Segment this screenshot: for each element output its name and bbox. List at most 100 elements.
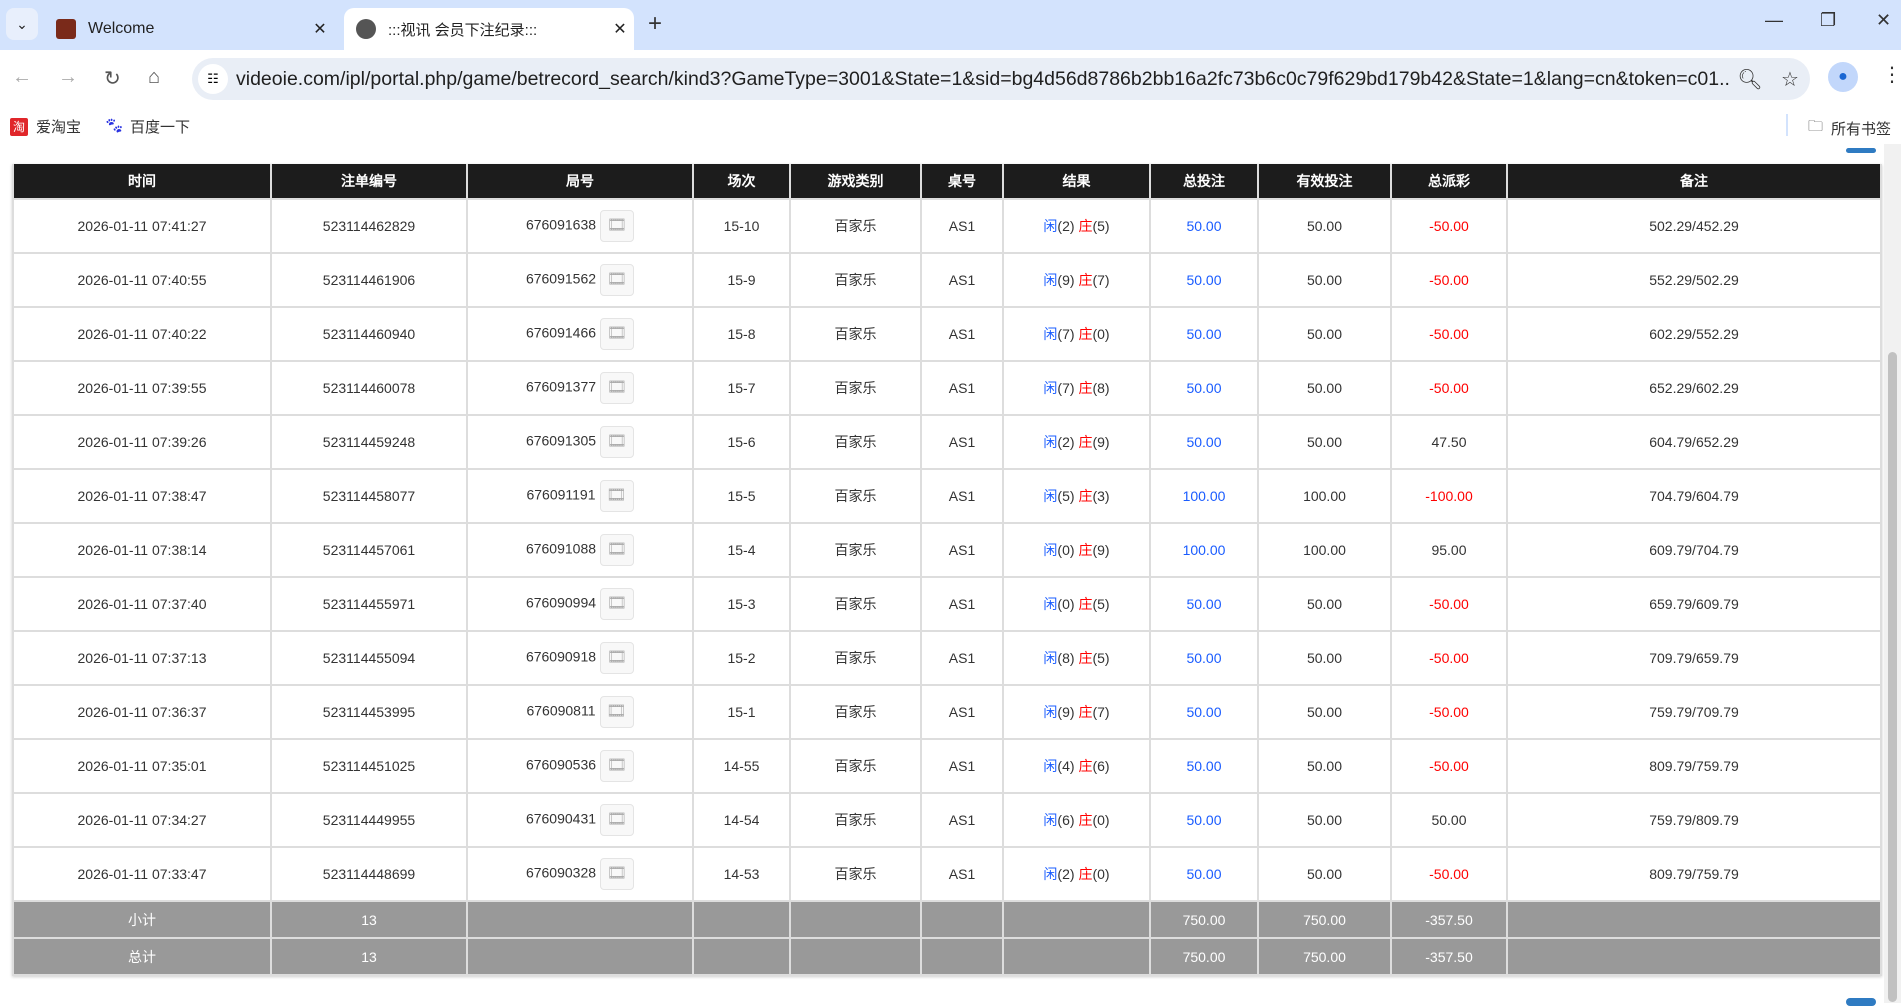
table-number-cell: AS1 [920,522,1004,578]
video-replay-icon[interactable]: 🎞︎ [600,534,635,566]
note-cell-text: 759.79/709.79 [1649,704,1739,720]
valid-bet-cell: 50.00 [1257,846,1392,902]
video-replay-icon[interactable]: 🎞︎ [600,588,635,620]
column-header: 备注 [1506,164,1882,200]
tab-search-button[interactable]: ⌄ [6,8,38,40]
video-replay-icon[interactable]: 🎞︎ [600,804,635,836]
shoe-cell-text: 15-6 [727,434,756,450]
round-cell: 676090918 🎞︎ [466,630,694,686]
bookmark-aitaobao[interactable]: 淘 爱淘宝 [10,116,81,137]
total-label: 总计 [12,937,272,976]
note-cell: 652.29/602.29 [1506,360,1882,416]
payout-cell-text: -100.00 [1425,488,1473,504]
tab-welcome[interactable]: Welcome ✕ [44,8,334,50]
valid-bet-cell-text: 50.00 [1306,272,1343,288]
site-info-icon[interactable]: ☷ [198,64,228,94]
banker-score: (8) [1092,380,1110,396]
round-cell: 676090536 🎞︎ [466,738,694,794]
address-bar[interactable]: ☷ videoie.com/ipl/portal.php/game/betrec… [192,58,1810,100]
video-replay-icon[interactable]: 🎞︎ [600,318,635,350]
reload-button[interactable]: ↻ [104,68,121,90]
result-cell: 闲(7) 庄(0) [1002,306,1151,362]
subtotal-count: 13 [270,900,468,939]
shoe-cell-text: 15-3 [727,596,756,612]
round-cell: 676091305 🎞︎ [466,414,694,470]
video-replay-icon[interactable]: 🎞︎ [600,858,635,890]
menu-icon[interactable]: ⋮ [1882,64,1901,86]
game-type-cell-text: 百家乐 [834,758,877,774]
tab-bet-record[interactable]: :::视讯 会员下注纪录::: ✕ [344,8,634,50]
video-replay-icon[interactable]: 🎞︎ [600,210,635,242]
video-replay-icon[interactable]: 🎞︎ [600,372,635,404]
close-tab-icon[interactable]: ✕ [313,21,327,38]
video-replay-icon[interactable]: 🎞︎ [600,426,635,458]
round-number: 676091305 [525,432,597,449]
table-header: 时间 注单编号 局号 场次 游戏类别 桌号 结果 总投注 有效投注 总派彩 备注 [12,164,1882,200]
payout-cell-text: -50.00 [1429,596,1469,612]
video-replay-icon[interactable]: 🎞︎ [599,696,634,728]
close-tab-icon[interactable]: ✕ [613,21,627,38]
back-button[interactable]: ← [12,66,32,88]
game-type-cell-text: 百家乐 [834,380,877,396]
video-replay-icon[interactable]: 🎞︎ [599,480,634,512]
new-tab-button[interactable]: + [648,10,663,37]
round-number: 676091638 [525,216,597,233]
note-cell: 602.29/552.29 [1506,306,1882,362]
valid-bet-cell-text: 50.00 [1306,218,1343,234]
player-label: 闲 [1043,434,1058,450]
result-cell: 闲(9) 庄(7) [1002,252,1151,308]
total-bet-cell-text: 50.00 [1186,704,1222,720]
time-cell-text: 2026-01-11 07:39:26 [77,434,207,450]
forward-button[interactable]: → [58,66,78,88]
subtotal-bet-text: 750.00 [1182,911,1226,928]
valid-bet-cell: 50.00 [1257,360,1392,416]
bookmark-star-icon[interactable]: ☆ [1781,68,1799,91]
valid-bet-cell: 100.00 [1257,468,1392,524]
round-number: 676091562 [525,270,597,287]
game-type-cell: 百家乐 [789,684,922,740]
profile-avatar[interactable]: ● [1828,62,1858,92]
restore-button[interactable]: ❐ [1820,10,1837,30]
game-type-cell: 百家乐 [789,846,922,902]
bet-id-cell-text: 523114449955 [322,812,416,828]
all-bookmarks-button[interactable]: 🗀 所有书签 [1786,114,1891,141]
game-type-cell-text: 百家乐 [834,326,877,342]
top-button[interactable] [1846,148,1876,153]
bottom-button[interactable] [1846,998,1876,1006]
home-button[interactable]: ⌂ [148,66,161,88]
shoe-cell: 15-6 [692,414,791,470]
video-replay-icon[interactable]: 🎞︎ [600,750,635,782]
banker-label: 庄 [1078,758,1093,774]
player-label: 闲 [1043,380,1058,396]
round-cell: 676091562 🎞︎ [466,252,694,308]
video-replay-icon[interactable]: 🎞︎ [600,642,635,674]
close-window-button[interactable]: ✕ [1876,10,1892,30]
banker-label: 庄 [1078,272,1093,288]
bookmark-baidu[interactable]: 🐾︎ 百度一下 [104,116,190,137]
bet-id-cell: 523114455971 [270,576,468,632]
shoe-cell: 15-9 [692,252,791,308]
table-number-cell-text: AS1 [948,758,976,774]
round-cell: 676091377 🎞︎ [466,360,694,416]
player-label: 闲 [1043,758,1058,774]
banker-score: (7) [1092,704,1110,720]
url-text[interactable]: videoie.com/ipl/portal.php/game/betrecor… [236,67,1730,90]
table-number-cell: AS1 [920,252,1004,308]
shoe-cell-text: 15-1 [727,704,756,720]
total-bet-cell-text: 50.00 [1186,326,1222,342]
round-cell: 676091638 🎞︎ [466,198,694,254]
time-cell: 2026-01-11 07:38:47 [12,468,272,524]
banker-score: (5) [1092,596,1110,612]
game-type-cell-text: 百家乐 [834,650,877,666]
note-cell: 809.79/759.79 [1506,846,1882,902]
game-type-cell: 百家乐 [789,252,922,308]
scrollbar-thumb[interactable] [1888,352,1897,1002]
scrollbar[interactable] [1884,144,1901,1003]
video-replay-icon[interactable]: 🎞︎ [600,264,635,296]
table-row: 2026-01-11 07:33:47 523114448699 676090328… [12,846,1882,902]
column-header: 场次 [692,164,791,200]
zoom-icon[interactable]: 🔍︎ [1737,68,1763,91]
empty-cell [466,900,694,939]
bet-id-cell-text: 523114455094 [322,650,416,666]
minimize-button[interactable]: — [1765,10,1783,30]
